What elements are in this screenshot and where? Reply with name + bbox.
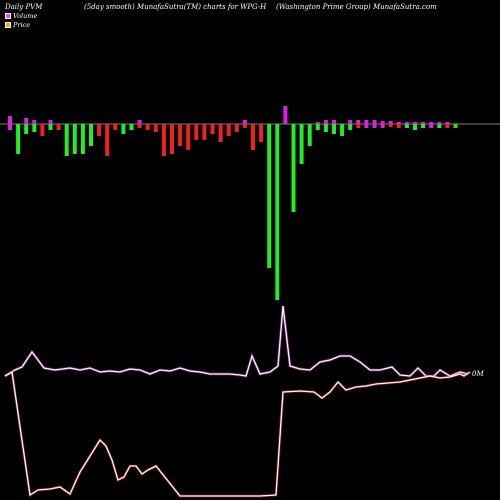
volume-bar-down [153, 124, 158, 132]
volume-bar-up [32, 120, 37, 124]
volume-bar-down [24, 124, 29, 134]
volume-bar-up [388, 121, 393, 124]
volume-bar-down [145, 124, 150, 130]
legend-price-label: Price [13, 21, 31, 29]
volume-bar-up [348, 120, 353, 124]
volume-bar-down [307, 124, 312, 146]
volume-bar-up [380, 121, 385, 124]
chart-title-right: (Washington Prime Group) MunafaSutra.com [276, 3, 437, 11]
legend-price: Price [5, 21, 30, 29]
volume-bar-down [364, 124, 369, 128]
volume-bar-down [332, 124, 336, 134]
volume-bar-down [396, 124, 401, 128]
volume-bar-down [315, 124, 320, 130]
chart-title-left: Daily PVM [5, 3, 43, 11]
volume-bar-down [437, 124, 442, 128]
volume-bar-down [137, 124, 142, 128]
volume-bar-down [40, 124, 45, 136]
volume-bar-down [32, 124, 37, 132]
price-line [4, 370, 471, 497]
volume-bar-down [251, 124, 255, 150]
volume-bar-down [56, 124, 61, 130]
volume-bar-up [48, 120, 53, 124]
volume-bar-down [259, 124, 264, 142]
volume-bar-up [315, 122, 320, 124]
volume-bar-down [267, 124, 272, 268]
volume-bar-up [356, 120, 361, 124]
volume-line [4, 305, 469, 377]
volume-bar-down [445, 124, 450, 128]
volume-bar-down [429, 124, 434, 128]
volume-bar-down [453, 124, 458, 128]
volume-bar-down [16, 124, 21, 154]
volume-bar-up [413, 122, 417, 124]
volume-bar-down [129, 124, 134, 130]
volume-bar-down [97, 124, 102, 136]
volume-bar-down [421, 124, 426, 128]
volume-bar-down [210, 124, 215, 134]
volume-bar-down [186, 124, 191, 150]
volume-bar-down [413, 124, 417, 130]
volume-bar-up [8, 116, 12, 124]
volume-bar-down [89, 124, 93, 146]
volume-bar-down [242, 124, 247, 128]
volume-bar-up [332, 120, 336, 124]
legend-volume: Volume [5, 12, 37, 20]
volume-bar-down [80, 124, 85, 154]
volume-bar-down [404, 124, 409, 128]
volume-bar-down [323, 124, 328, 132]
legend-volume-swatch [5, 13, 11, 19]
legend-price-swatch [5, 22, 11, 28]
volume-bar-down [121, 124, 126, 134]
volume-bar-down [8, 124, 12, 130]
volume-bar-up [404, 122, 409, 124]
volume-bar-down [202, 124, 207, 140]
volume-bar-up [372, 120, 377, 124]
volume-bar-down [161, 124, 166, 156]
volume-bar-down [299, 124, 304, 164]
volume-bar-up [323, 120, 328, 124]
volume-bar-up [364, 120, 369, 124]
price-line-glow [4, 369, 471, 498]
volume-bar-up [137, 120, 142, 124]
volume-bar-up [445, 122, 450, 124]
volume-bar-down [218, 124, 223, 142]
volume-bar-up [437, 122, 442, 124]
volume-bar-down [234, 124, 239, 132]
volume-bar-down [275, 124, 280, 300]
volume-bar-down [194, 124, 199, 140]
volume-bar-down [170, 124, 174, 154]
volume-bar-down [372, 124, 377, 128]
volume-bar-down [388, 124, 393, 127]
volume-bar-down [72, 124, 77, 154]
volume-bar-down [340, 124, 345, 136]
volume-bar-up [24, 118, 29, 124]
volume-bar-down [64, 124, 69, 156]
end-value-label: 0M [472, 370, 484, 378]
volume-bar-down [380, 124, 385, 128]
volume-bar-down [356, 124, 361, 128]
volume-bar-down [48, 124, 53, 130]
volume-bar-up [429, 122, 434, 124]
volume-bar-up [396, 122, 401, 124]
volume-bar-down [113, 124, 118, 130]
volume-line-glow [4, 305, 469, 378]
volume-bar-down [178, 124, 183, 146]
volume-bar-down [348, 124, 353, 130]
volume-bar-up [421, 122, 426, 124]
volume-bar-up [283, 106, 288, 124]
volume-bar-down [291, 124, 296, 212]
legend-volume-label: Volume [13, 12, 38, 20]
volume-bar-down [226, 124, 231, 136]
volume-bar-up [242, 120, 247, 124]
chart-title-center: (5day smooth) MunafaSutra(TM) charts for… [84, 3, 267, 11]
volume-bar-down [105, 124, 110, 156]
